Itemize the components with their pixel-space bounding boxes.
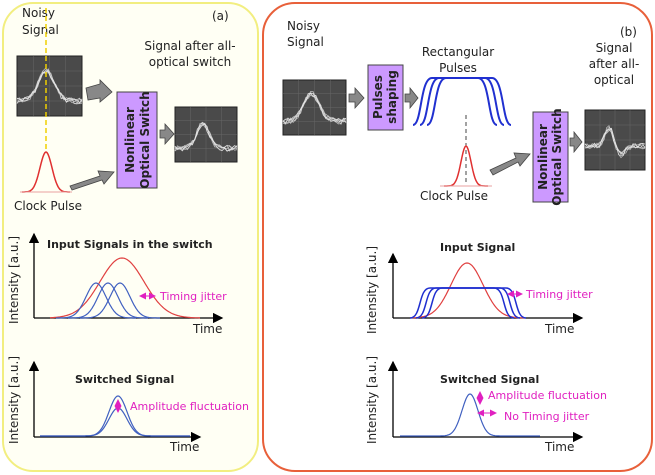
switch-label: Nonlinear bbox=[536, 124, 550, 190]
scope-image bbox=[585, 110, 645, 170]
y-label: Intensity [a.u.] bbox=[7, 356, 21, 444]
shaping-label: shaping bbox=[385, 70, 399, 124]
noisy-label: Noisy bbox=[22, 6, 55, 20]
plot-title: Input Signals in the switch bbox=[47, 238, 213, 251]
x-label: Time bbox=[544, 322, 574, 336]
y-label: Intensity [a.u.] bbox=[7, 236, 21, 324]
diagram: (a) Noisy Signal Nonlinear Optical Switc… bbox=[0, 0, 655, 475]
plot-title: Input Signal bbox=[440, 241, 515, 254]
plot-title: Switched Signal bbox=[75, 373, 174, 386]
y-label: Intensity [a.u.] bbox=[365, 246, 379, 334]
scope-image bbox=[283, 80, 346, 135]
shaping-label: Pulses bbox=[371, 75, 385, 119]
annotation: Timing jitter bbox=[525, 288, 593, 301]
annotation: Timing jitter bbox=[159, 290, 227, 303]
clock-label: Clock Pulse bbox=[420, 189, 488, 203]
annotation: No Timing jitter bbox=[504, 410, 590, 423]
switch-label: Optical Switch bbox=[550, 108, 564, 205]
y-label: Intensity [a.u.] bbox=[365, 356, 379, 444]
noisy-label: Signal bbox=[287, 35, 324, 49]
x-label: Time bbox=[192, 322, 222, 336]
switch-label: Nonlinear bbox=[123, 107, 137, 173]
clock-label: Clock Pulse bbox=[14, 199, 82, 213]
scope-image bbox=[175, 107, 237, 162]
panel-label: (b) bbox=[620, 25, 637, 39]
scope-image bbox=[17, 56, 82, 116]
output-label: optical bbox=[594, 73, 634, 87]
rect-label: Pulses bbox=[439, 61, 477, 75]
switch-label: Optical Switch bbox=[138, 91, 152, 188]
output-label: optical switch bbox=[149, 55, 231, 69]
x-label: Time bbox=[169, 440, 199, 454]
noisy-label: Signal bbox=[22, 23, 59, 37]
annotation: Amplitude fluctuation bbox=[130, 400, 249, 413]
plot-title: Switched Signal bbox=[440, 373, 539, 386]
output-label: Signal after all- bbox=[144, 39, 235, 53]
panel-label: (a) bbox=[212, 9, 229, 23]
output-label: Signal bbox=[596, 41, 633, 55]
x-label: Time bbox=[544, 440, 574, 454]
noisy-label: Noisy bbox=[287, 19, 320, 33]
rect-label: Rectangular bbox=[422, 45, 494, 59]
annotation: Amplitude fluctuation bbox=[488, 389, 607, 402]
output-label: after all- bbox=[589, 57, 640, 71]
